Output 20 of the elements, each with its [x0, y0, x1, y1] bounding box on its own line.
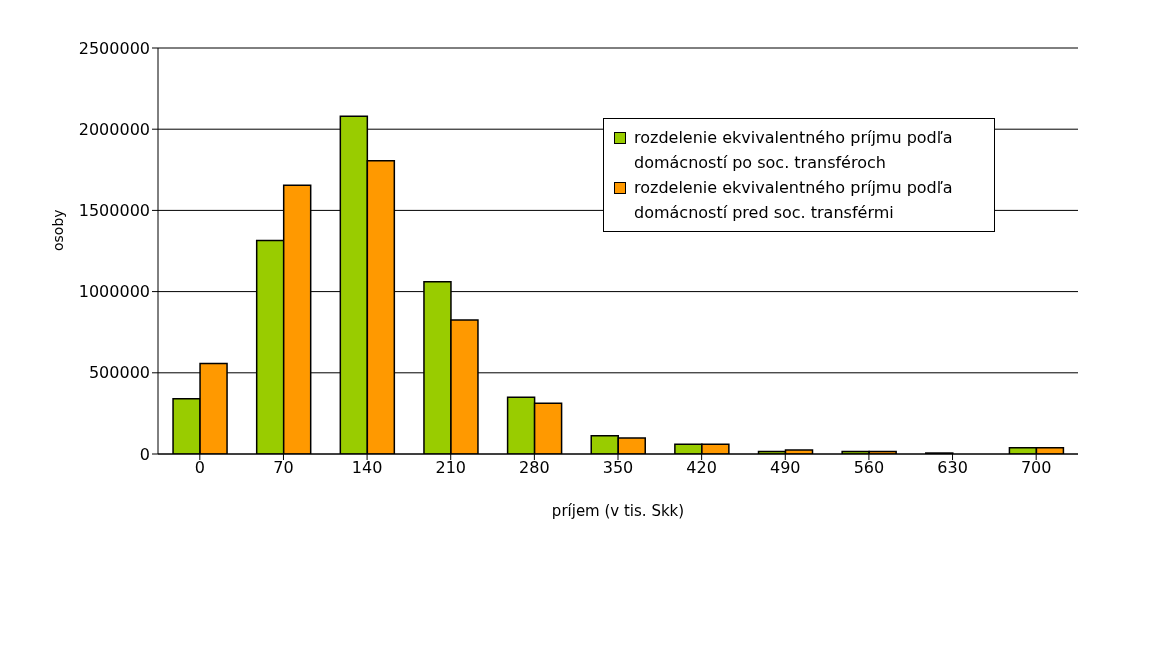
y-tick-label: 0 — [139, 444, 150, 464]
y-tick-label: 2000000 — [78, 119, 150, 139]
x-tick-label: 280 — [519, 458, 550, 478]
y-tick-label: 1000000 — [78, 282, 150, 302]
x-tick-label: 560 — [853, 458, 885, 478]
x-tick-label: 420 — [686, 458, 717, 478]
x-tick-label: 210 — [435, 458, 466, 478]
x-tick-label: 70 — [273, 458, 294, 478]
y-tick-label: 1500000 — [78, 201, 150, 221]
legend-label: rozdelenie ekvivalentného príjmu podľa domácností pred soc. transférmi — [634, 177, 954, 224]
y-tick-label: 500000 — [88, 363, 150, 383]
x-tick-label: 350 — [602, 458, 634, 478]
x-tick-label: 630 — [937, 458, 968, 478]
y-axis-title: osoby — [49, 209, 66, 251]
x-tick-label: 0 — [194, 458, 205, 478]
x-tick-label: 140 — [351, 458, 383, 478]
x-tick-label: 490 — [770, 458, 801, 478]
y-tick-label: 2500000 — [78, 38, 150, 58]
x-tick-label: 700 — [1020, 458, 1052, 478]
x-axis-title: príjem (v tis. Skk) — [551, 502, 685, 520]
